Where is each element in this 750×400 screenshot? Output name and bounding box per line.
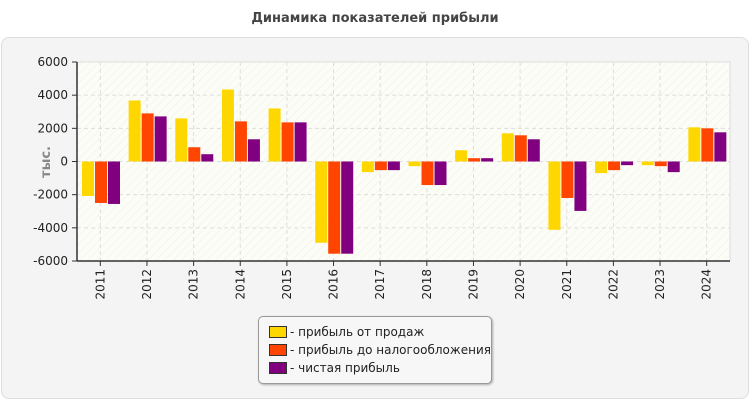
legend-label: - чистая прибыль [290, 361, 400, 375]
legend: - прибыль от продаж - прибыль до налогоо… [258, 316, 492, 384]
y-tick-label: 0 [60, 155, 68, 169]
bar [501, 133, 514, 162]
x-tick-label: 2016 [327, 269, 341, 300]
bar [514, 135, 527, 162]
bar [408, 161, 421, 167]
legend-item: - прибыль до налогообложения [269, 343, 491, 357]
chart-title: Динамика показателей прибыли [251, 11, 499, 26]
x-tick-label: 2019 [466, 269, 480, 300]
bar [341, 161, 354, 254]
x-tick-label: 2015 [280, 269, 294, 300]
bar [527, 139, 540, 162]
bar [468, 158, 481, 162]
y-tick-label: -2000 [33, 188, 68, 202]
y-tick-label: 2000 [37, 121, 68, 135]
bar [561, 161, 574, 198]
bar [641, 161, 654, 166]
bar [387, 161, 400, 171]
bar [268, 108, 281, 162]
bar [654, 161, 667, 167]
bar [421, 161, 434, 186]
bar [328, 161, 341, 254]
x-tick-label: 2013 [187, 269, 201, 300]
bar [608, 161, 621, 171]
y-axis-label: тыс. [39, 146, 54, 178]
bar [595, 161, 608, 174]
bar [667, 161, 680, 173]
bar [621, 161, 634, 166]
legend-label: - прибыль до налогообложения [290, 343, 491, 357]
bar [234, 121, 247, 162]
bar [374, 161, 387, 171]
bar [247, 139, 260, 162]
bar [201, 154, 214, 162]
bar [688, 127, 701, 162]
bar [434, 161, 447, 186]
bar [294, 122, 307, 162]
bar [455, 150, 468, 162]
y-tick-label: 4000 [37, 88, 68, 102]
legend-swatch [269, 362, 287, 374]
legend-item: - чистая прибыль [269, 361, 400, 375]
bar [188, 147, 201, 162]
bar [361, 161, 374, 173]
y-tick-label: -4000 [33, 221, 68, 235]
x-tick-label: 2022 [606, 269, 620, 300]
x-tick-label: 2024 [700, 269, 714, 300]
legend-item: - прибыль от продаж [269, 325, 424, 339]
x-tick-label: 2017 [373, 269, 387, 300]
x-tick-label: 2018 [420, 269, 434, 300]
y-tick-label: -6000 [33, 254, 68, 268]
bar [108, 161, 120, 204]
x-tick-label: 2011 [93, 269, 107, 300]
x-tick-label: 2021 [560, 269, 574, 300]
y-tick-label: 6000 [37, 55, 68, 69]
bar [82, 161, 94, 196]
bar [315, 161, 328, 243]
legend-swatch [269, 326, 287, 338]
bar [141, 113, 154, 162]
legend-label: - прибыль от продаж [290, 325, 425, 339]
legend-swatch [269, 344, 287, 356]
bar [128, 100, 141, 162]
bar [175, 118, 188, 162]
bar [221, 89, 234, 162]
bar [574, 161, 587, 211]
bar [481, 158, 494, 162]
bar [714, 132, 727, 162]
bar [281, 122, 294, 162]
x-tick-label: 2012 [140, 269, 154, 300]
bar [548, 161, 561, 230]
x-tick-label: 2014 [233, 269, 247, 300]
x-tick-label: 2020 [513, 269, 527, 300]
bar [701, 128, 714, 162]
bar [154, 116, 167, 162]
x-tick-label: 2023 [653, 269, 667, 300]
bar [95, 161, 107, 203]
